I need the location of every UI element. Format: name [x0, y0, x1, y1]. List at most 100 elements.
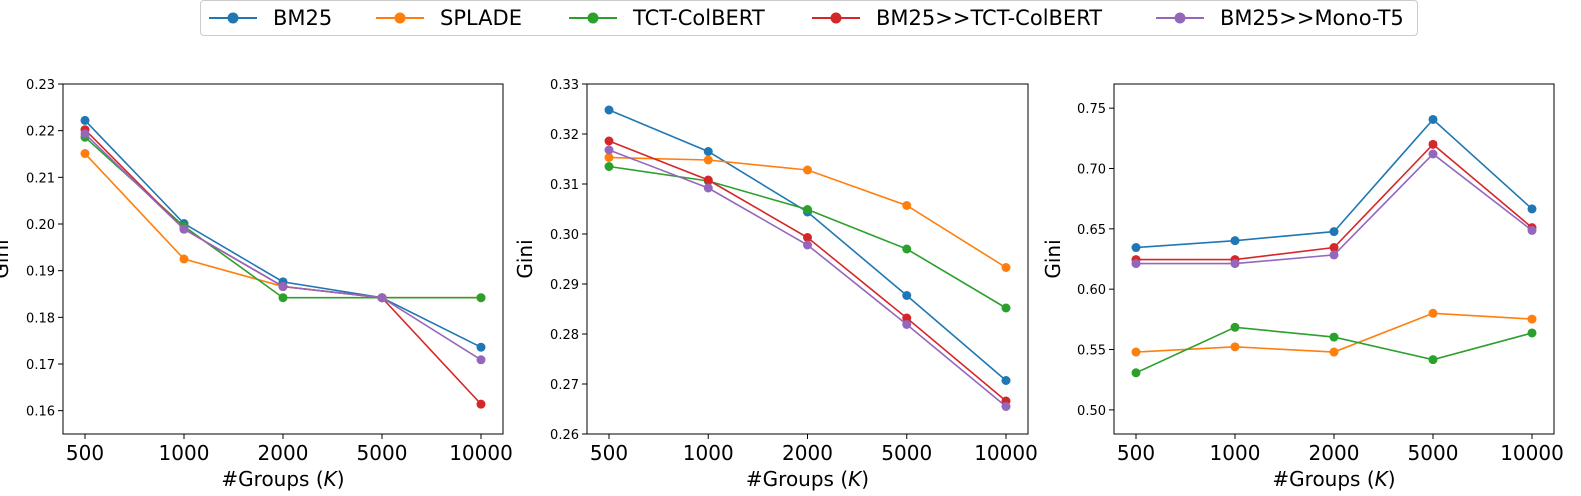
series-bm25-tct-colbert: [604, 136, 1011, 406]
legend-label-tct-colbert: TCT-ColBERT: [633, 6, 765, 30]
y-tick-label: 0.27: [550, 378, 579, 393]
legend-marker: [227, 12, 239, 24]
data-point: [1527, 328, 1537, 338]
y-tick-label: 0.18: [26, 311, 55, 326]
series-line-bm25-tct-colbert: [608, 140, 1007, 402]
series-line-splade: [84, 152, 481, 299]
data-point: [377, 293, 387, 303]
plot-frame: [586, 83, 1029, 435]
series-bm25: [80, 115, 486, 352]
y-tick-label: 0.16: [26, 405, 55, 420]
y-tick-label: 0.19: [26, 265, 55, 280]
plot-frame: [62, 83, 504, 435]
data-point: [902, 320, 912, 329]
x-tick-label: 2000: [782, 441, 833, 465]
series-line-bm25-tct-colbert: [1136, 143, 1533, 261]
series-line-bm25: [84, 119, 482, 348]
data-point: [1428, 149, 1438, 159]
series-tct-colbert: [1131, 322, 1537, 378]
y-tick-label: 0.22: [26, 125, 55, 140]
data-point: [803, 205, 812, 214]
data-point: [1001, 376, 1011, 385]
series-bm25-mono-t5: [80, 129, 486, 365]
legend-swatch-splade: [376, 12, 424, 24]
y-tick-label: 0.31: [550, 178, 579, 193]
x-tick-label: 1000: [159, 441, 210, 465]
data-point: [80, 149, 90, 159]
legend-label-splade: SPLADE: [440, 6, 522, 30]
data-point: [1329, 243, 1339, 253]
data-point: [1131, 368, 1141, 378]
data-point: [1131, 347, 1141, 357]
data-point: [476, 342, 486, 352]
data-point: [278, 293, 288, 303]
legend-swatch-bm25-mono-t5: [1156, 12, 1204, 24]
data-point: [902, 313, 912, 323]
y-tick-label: 0.23: [26, 78, 55, 93]
data-point: [80, 115, 90, 125]
data-point: [179, 224, 189, 234]
data-point: [1428, 139, 1438, 149]
data-point: [1428, 114, 1438, 124]
data-point: [476, 293, 486, 303]
x-tick-label: 500: [66, 441, 104, 465]
y-tick-label: 0.26: [550, 428, 579, 443]
legend-label-bm25: BM25: [273, 6, 333, 30]
chart-panel-2: 0.26 0.27 0.28 0.29 0.30 0.31 0.32 0.33 500 1000 2…: [513, 78, 1038, 491]
data-point: [1230, 236, 1240, 246]
data-point: [278, 282, 288, 292]
data-point: [803, 233, 812, 242]
data-point: [1230, 259, 1240, 269]
data-point: [1230, 322, 1240, 332]
y-tick-label: 0.32: [550, 128, 579, 143]
y-tick-label: 0.33: [550, 78, 579, 93]
y-tick-label: 0.70: [1077, 162, 1106, 177]
data-point: [1329, 332, 1339, 342]
y-tick-label: 0.50: [1077, 404, 1106, 419]
y-tick-label: 0.17: [26, 358, 55, 373]
data-point: [1131, 243, 1141, 253]
legend-marker: [1174, 12, 1186, 24]
y-tick-label: 0.75: [1077, 102, 1106, 117]
data-point: [1329, 250, 1339, 260]
data-point: [604, 136, 614, 146]
data-point: [1230, 342, 1240, 352]
x-tick-label: 500: [590, 441, 628, 465]
data-point: [902, 291, 912, 300]
x-tick-label: 5000: [881, 441, 932, 465]
x-tick-label: 10000: [449, 441, 513, 465]
data-point: [703, 147, 713, 156]
series-line-bm25-tct-colbert: [84, 129, 482, 405]
data-point: [80, 129, 90, 139]
data-point: [1329, 347, 1339, 357]
data-point: [604, 162, 614, 171]
x-tick-label: 5000: [357, 441, 408, 465]
y-tick-label: 0.55: [1077, 344, 1106, 359]
data-point: [1001, 263, 1011, 272]
data-point: [1001, 402, 1011, 411]
data-point: [902, 201, 912, 210]
y-tick-label: 0.28: [550, 328, 579, 343]
data-point: [476, 355, 486, 365]
legend: BM25 SPLADE TCT-ColBERT BM25>>TCT-ColBER…: [200, 0, 1418, 36]
data-point: [1527, 314, 1537, 324]
series-splade: [604, 153, 1011, 272]
data-point: [604, 105, 614, 115]
legend-swatch-bm25-tct-colbert: [812, 12, 860, 24]
data-point: [1428, 355, 1438, 365]
legend-marker: [587, 12, 599, 24]
y-tick-label: 0.21: [26, 171, 55, 186]
data-point: [803, 165, 812, 175]
x-axis-label: #Groups (K): [1272, 467, 1395, 491]
series-line-bm25-mono-t5: [608, 149, 1007, 408]
chart-panel-3: 0.50 0.55 0.60 0.65 0.70 0.75 500 1000 2000 5000 1…: [1041, 83, 1564, 491]
data-point: [902, 244, 912, 254]
data-point: [604, 145, 614, 155]
data-point: [604, 153, 614, 162]
x-tick-label: 2000: [258, 441, 309, 465]
data-point: [703, 155, 713, 165]
legend-label-bm25-tct-colbert: BM25>>TCT-ColBERT: [876, 6, 1103, 30]
x-tick-label: 500: [1117, 441, 1155, 465]
series-splade: [1131, 308, 1537, 357]
data-point: [1131, 259, 1141, 269]
